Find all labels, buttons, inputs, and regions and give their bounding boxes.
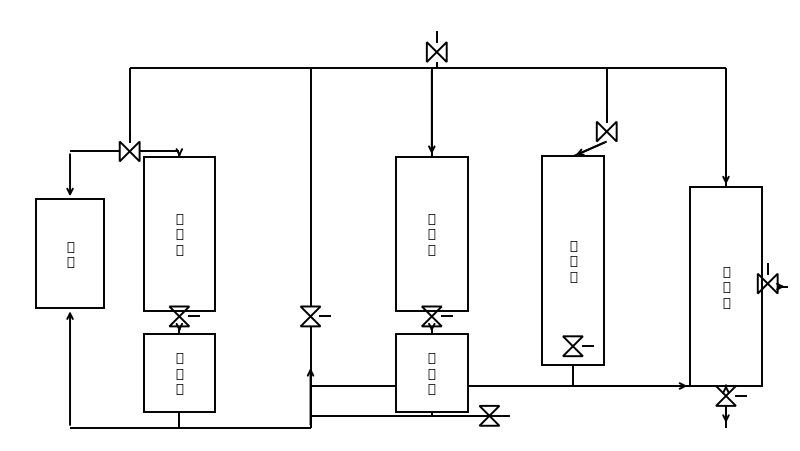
Bar: [396, 157, 467, 311]
Bar: [690, 188, 762, 386]
Text: 净
化
器: 净 化 器: [428, 212, 436, 256]
Bar: [542, 157, 604, 365]
Text: 分
离
器: 分 离 器: [722, 265, 730, 309]
Text: 冷
凝
器: 冷 凝 器: [175, 351, 183, 395]
Text: 钢
瓶: 钢 瓶: [66, 240, 74, 268]
Bar: [143, 157, 215, 311]
Bar: [396, 335, 467, 412]
Bar: [36, 200, 104, 309]
Text: 精
馏
柱: 精 馏 柱: [569, 239, 577, 283]
Text: 净
化
器: 净 化 器: [175, 212, 183, 256]
Text: 萃
取
器: 萃 取 器: [428, 351, 436, 395]
Bar: [143, 335, 215, 412]
